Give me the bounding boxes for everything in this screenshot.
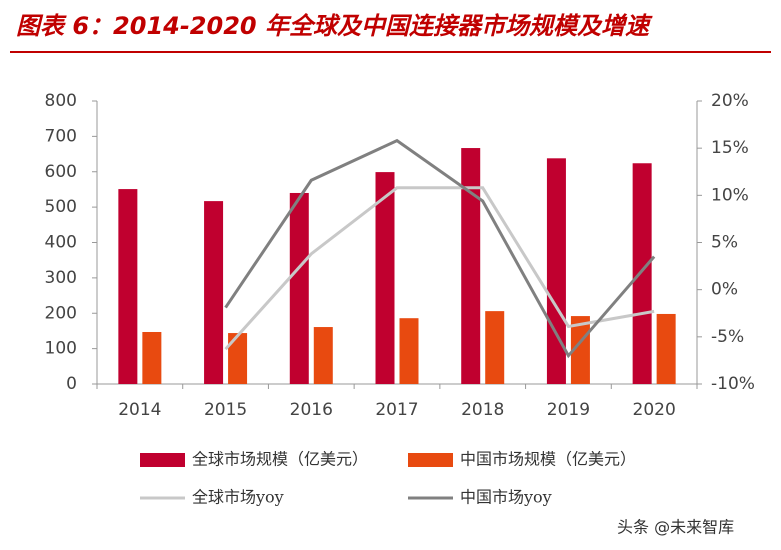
legend-label: 全球市场规模（亿美元） <box>192 450 368 469</box>
x-tick-label: 2017 <box>375 400 418 420</box>
y-tick-label: 500 <box>45 197 77 217</box>
x-tick-label: 2015 <box>204 400 247 420</box>
y-tick-label: 100 <box>45 339 77 359</box>
bar <box>142 331 162 384</box>
y2-tick-label: -10% <box>711 374 755 394</box>
x-tick-label: 2018 <box>461 400 504 420</box>
y-tick-label: 200 <box>45 303 77 323</box>
y2-tick-label: 5% <box>711 233 738 253</box>
legend-swatch <box>408 453 453 467</box>
legend-label: 中国市场规模（亿美元） <box>460 450 636 469</box>
y-tick-label: 300 <box>45 268 77 288</box>
y2-tick-label: 20% <box>711 91 749 111</box>
bar <box>485 311 505 384</box>
bar <box>546 158 566 384</box>
y-tick-label: 600 <box>45 162 77 182</box>
legend-label: 中国市场yoy <box>460 488 552 507</box>
y2-tick-label: 10% <box>711 185 749 205</box>
bar <box>375 172 395 384</box>
y-tick-label: 400 <box>45 233 77 253</box>
x-tick-label: 2016 <box>290 400 333 420</box>
y-tick-label: 800 <box>45 91 77 111</box>
y2-tick-label: 15% <box>711 138 749 158</box>
bar <box>204 201 224 384</box>
y-tick-label: 0 <box>66 374 77 394</box>
bar <box>289 192 309 384</box>
x-tick-label: 2019 <box>547 400 590 420</box>
y2-tick-label: 0% <box>711 280 738 300</box>
bar <box>228 333 248 384</box>
bar <box>313 327 333 384</box>
watermark: 头条 @未来智库 <box>617 518 734 537</box>
bar <box>570 316 590 384</box>
bar <box>656 313 676 384</box>
chart-title: 图表 6：2014-2020 年全球及中国连接器市场规模及增速 <box>16 12 653 40</box>
legend-swatch <box>140 453 185 467</box>
y-tick-label: 700 <box>45 126 77 146</box>
legend-label: 全球市场yoy <box>192 488 284 507</box>
bar <box>118 189 138 384</box>
line <box>224 186 655 351</box>
bar <box>461 148 481 384</box>
x-tick-label: 2014 <box>118 400 161 420</box>
bar <box>632 163 652 384</box>
x-tick-label: 2020 <box>633 400 676 420</box>
bar <box>399 318 419 384</box>
line <box>224 138 656 359</box>
y2-tick-label: -5% <box>711 327 744 347</box>
